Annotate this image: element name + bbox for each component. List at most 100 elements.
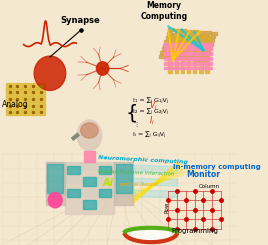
- Bar: [184, 57, 189, 60]
- Bar: [172, 37, 177, 39]
- Text: Programming: Programming: [171, 228, 218, 233]
- Bar: [185, 53, 190, 56]
- Bar: [210, 36, 215, 38]
- Bar: [184, 37, 189, 40]
- Bar: [174, 35, 178, 73]
- Bar: [83, 200, 96, 209]
- Bar: [164, 43, 212, 46]
- Bar: [38, 83, 45, 88]
- Bar: [194, 46, 199, 49]
- Text: In-memory computing: In-memory computing: [173, 164, 260, 170]
- Bar: [172, 56, 177, 59]
- Bar: [193, 30, 198, 33]
- Bar: [14, 83, 21, 88]
- Bar: [6, 89, 13, 95]
- Bar: [211, 32, 217, 35]
- Bar: [47, 164, 63, 193]
- Bar: [195, 42, 200, 45]
- Text: I₁ = ∑ⱼ G₁ⱼVⱼ: I₁ = ∑ⱼ G₁ⱼVⱼ: [133, 97, 168, 103]
- Bar: [6, 96, 13, 102]
- Bar: [163, 44, 168, 47]
- Bar: [205, 51, 210, 54]
- Bar: [190, 58, 195, 60]
- Bar: [165, 40, 170, 43]
- Bar: [46, 162, 65, 205]
- Bar: [6, 83, 13, 88]
- Text: optical Neural: optical Neural: [120, 182, 158, 187]
- Bar: [168, 35, 172, 73]
- Circle shape: [48, 193, 62, 208]
- Bar: [174, 49, 179, 51]
- Bar: [187, 35, 190, 73]
- Bar: [203, 39, 208, 42]
- Bar: [168, 48, 173, 51]
- Bar: [14, 96, 21, 102]
- Bar: [209, 39, 214, 42]
- Text: Memory
Computing: Memory Computing: [140, 1, 188, 21]
- Bar: [30, 110, 37, 115]
- Bar: [166, 36, 171, 39]
- Bar: [164, 48, 212, 50]
- Bar: [159, 55, 165, 58]
- Bar: [181, 35, 184, 73]
- Bar: [165, 56, 171, 59]
- Text: $V_i$: $V_i$: [149, 99, 158, 112]
- Bar: [204, 35, 209, 38]
- Text: Ai: Ai: [103, 178, 113, 188]
- Bar: [205, 31, 210, 34]
- Text: Column: Column: [199, 184, 220, 189]
- Bar: [174, 29, 180, 32]
- Bar: [30, 96, 37, 102]
- Bar: [164, 52, 212, 55]
- Bar: [205, 35, 209, 73]
- Text: Analog: Analog: [2, 100, 28, 109]
- Bar: [169, 44, 174, 47]
- Text: Monitor: Monitor: [186, 170, 220, 179]
- Bar: [199, 50, 204, 53]
- Bar: [199, 31, 204, 34]
- Bar: [173, 33, 178, 36]
- Bar: [22, 83, 29, 88]
- Text: Iᵢ = ∑ⱼ GᵢⱼVⱼ: Iᵢ = ∑ⱼ GᵢⱼVⱼ: [133, 132, 165, 137]
- Bar: [162, 48, 167, 50]
- Bar: [186, 49, 192, 52]
- Bar: [30, 89, 37, 95]
- Bar: [164, 57, 212, 60]
- Bar: [68, 189, 80, 197]
- Bar: [207, 43, 213, 46]
- Bar: [187, 30, 192, 33]
- Ellipse shape: [131, 229, 171, 240]
- Bar: [188, 46, 193, 49]
- Bar: [65, 162, 114, 214]
- Ellipse shape: [81, 123, 98, 138]
- Bar: [22, 89, 29, 95]
- Text: Synapse: Synapse: [61, 16, 100, 25]
- Ellipse shape: [77, 120, 102, 150]
- Bar: [179, 33, 185, 36]
- Bar: [84, 150, 95, 162]
- Bar: [168, 28, 174, 31]
- Bar: [171, 40, 176, 43]
- Bar: [99, 189, 111, 197]
- Text: ⋮: ⋮: [133, 121, 140, 126]
- Bar: [164, 67, 212, 69]
- Bar: [30, 103, 37, 109]
- Bar: [179, 53, 184, 56]
- Bar: [22, 110, 29, 115]
- Bar: [196, 38, 202, 41]
- Bar: [196, 58, 201, 61]
- Bar: [189, 42, 194, 45]
- Bar: [185, 34, 191, 37]
- Bar: [99, 166, 111, 174]
- Text: $I_i$: $I_i$: [149, 115, 155, 127]
- Bar: [30, 83, 37, 88]
- Bar: [198, 35, 203, 37]
- Bar: [202, 59, 207, 61]
- Bar: [180, 49, 185, 52]
- Bar: [6, 110, 13, 115]
- Bar: [181, 29, 186, 32]
- Bar: [14, 103, 21, 109]
- Bar: [38, 89, 45, 95]
- Bar: [167, 52, 172, 55]
- Bar: [199, 35, 203, 73]
